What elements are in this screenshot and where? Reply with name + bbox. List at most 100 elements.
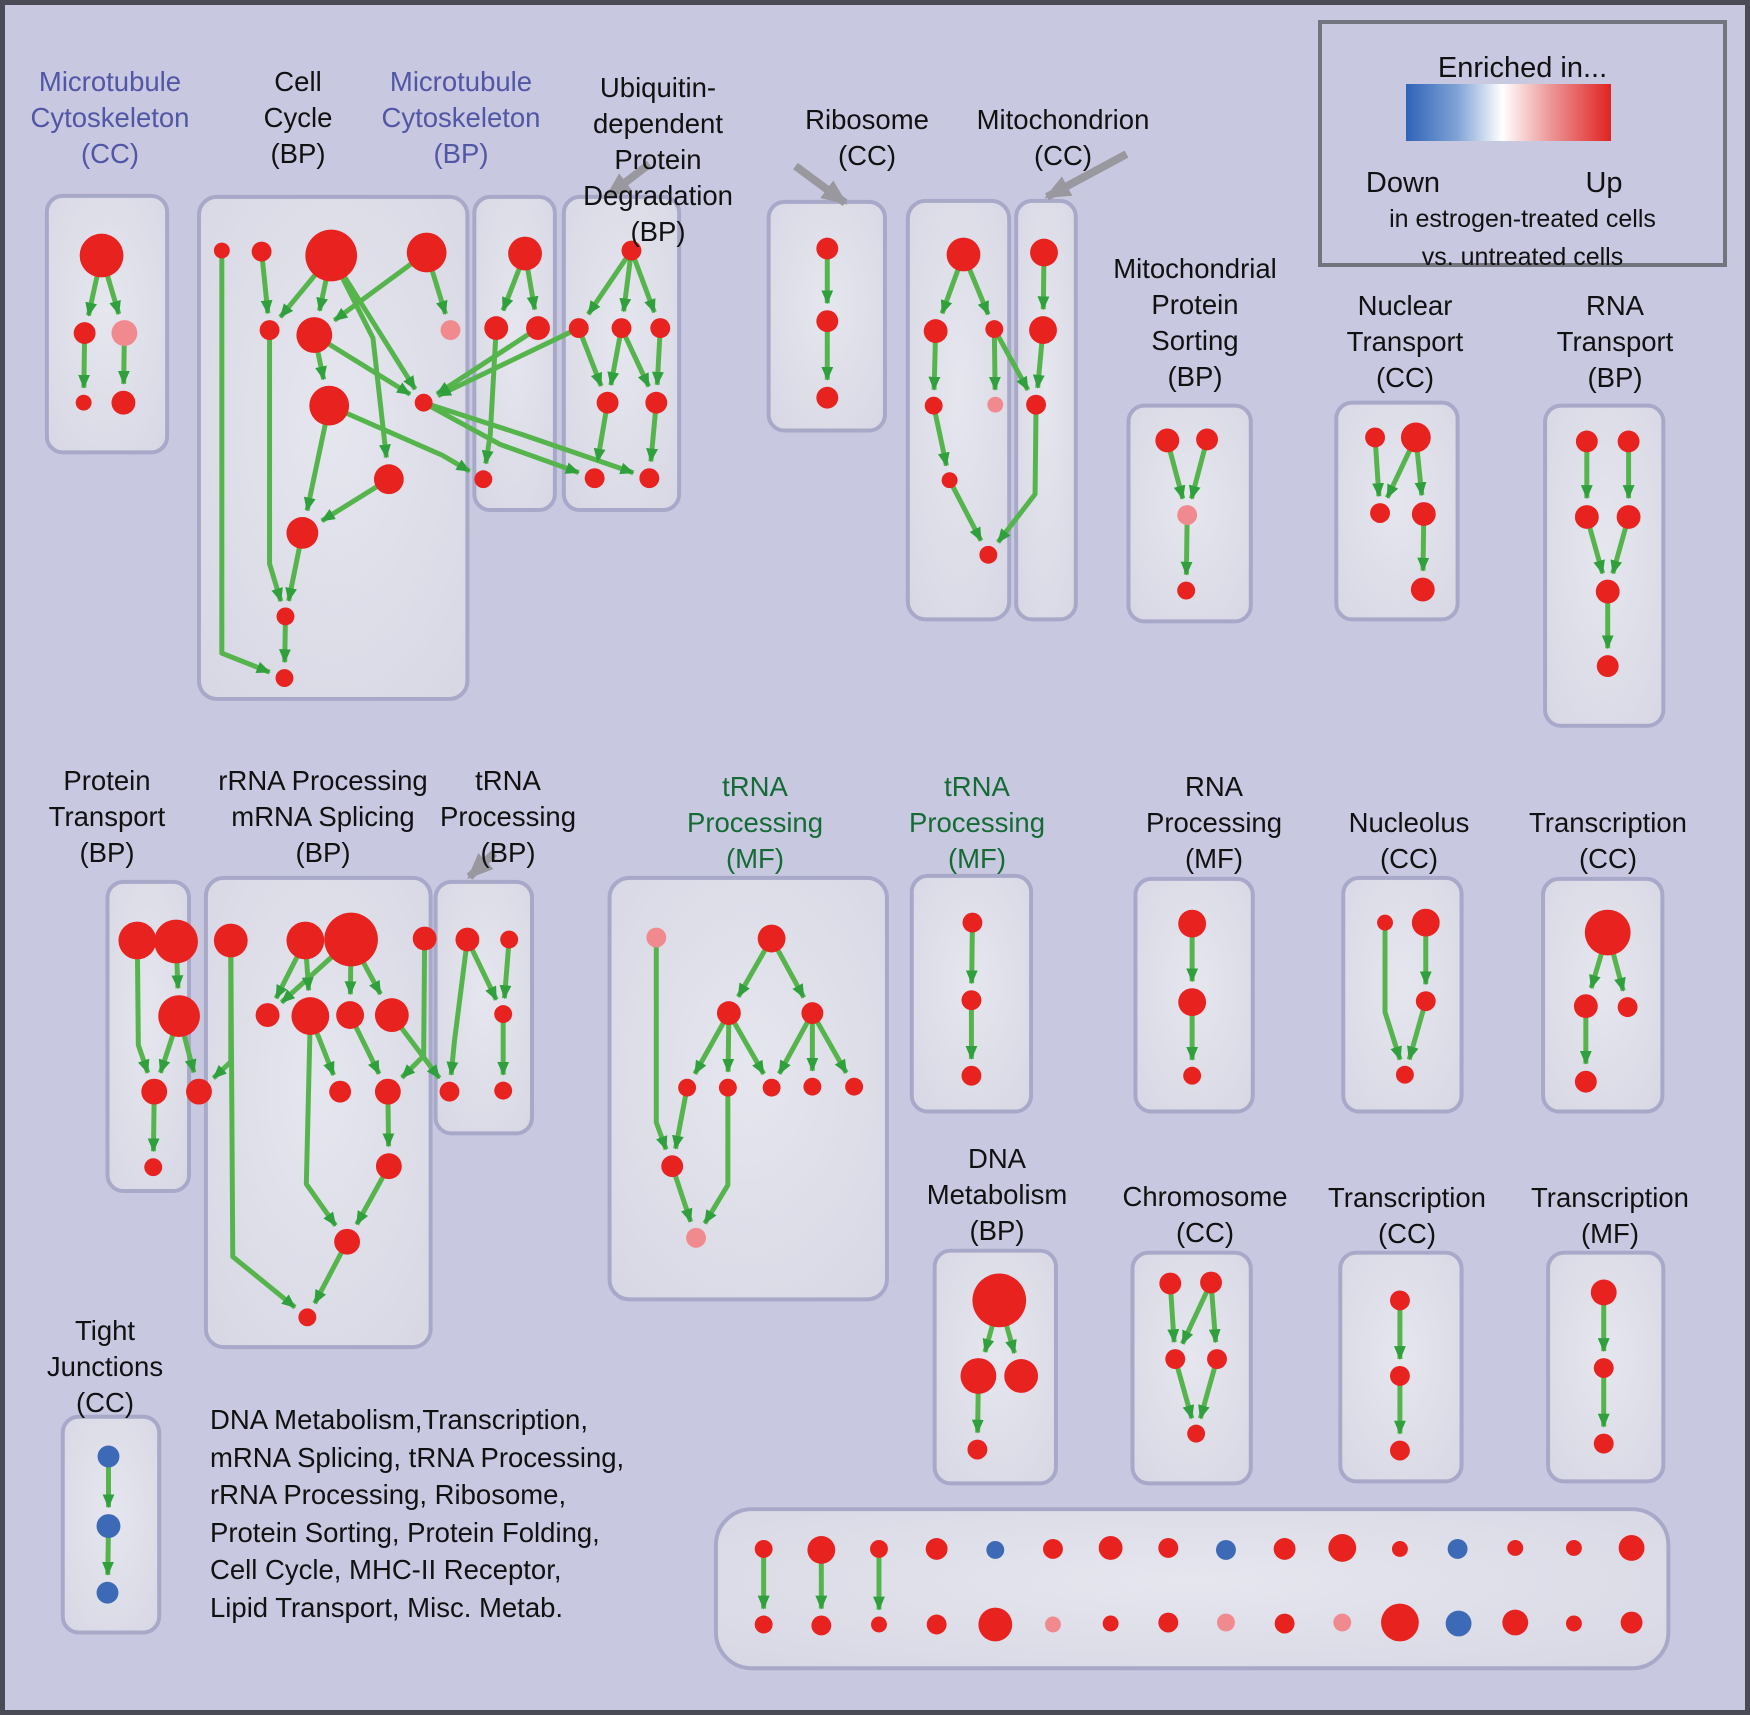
relation-arrow <box>810 1011 849 1075</box>
go-term-node <box>373 464 404 495</box>
go-term-node <box>1043 1539 1063 1559</box>
go-term-node <box>375 1153 402 1180</box>
go-term-node <box>251 241 272 262</box>
go-term-node <box>1565 1539 1582 1556</box>
legend-gradient-bar <box>1406 84 1611 141</box>
go-term-node <box>144 1158 163 1177</box>
cluster-box <box>713 1507 1671 1671</box>
relation-arrow <box>947 479 984 542</box>
go-term-node <box>925 1538 948 1560</box>
cluster-box <box>1543 403 1666 728</box>
go-term-node <box>1617 430 1640 453</box>
go-term-node <box>374 998 409 1032</box>
relation-arrow <box>329 254 418 391</box>
cluster-box <box>1130 1250 1253 1486</box>
go-term-node <box>1584 909 1631 956</box>
go-term-node <box>111 320 138 346</box>
go-term-node <box>987 396 1004 413</box>
relation-arrow <box>988 329 1001 391</box>
go-term-node <box>336 1001 364 1029</box>
relation-arrow <box>134 940 151 1074</box>
go-term-node <box>961 990 982 1011</box>
go-term-node <box>1391 1540 1408 1557</box>
relation-arrow <box>777 1011 815 1075</box>
go-term-node <box>286 516 319 549</box>
relation-arrow <box>267 330 284 603</box>
go-term-node <box>1447 1539 1468 1559</box>
relation-arrow <box>931 405 950 467</box>
go-term-node <box>611 318 632 339</box>
cluster-box <box>1541 876 1665 1114</box>
go-term-node <box>962 912 983 933</box>
go-term-node <box>1216 1539 1236 1560</box>
go-term-node <box>286 921 325 960</box>
go-term-node <box>1618 1535 1645 1561</box>
relation-arrow <box>435 326 540 397</box>
go-term-node <box>941 472 958 489</box>
go-term-node <box>870 1539 888 1558</box>
relation-arrow <box>996 404 1039 544</box>
go-term-node <box>1365 427 1386 448</box>
go-term-node <box>484 316 509 341</box>
network-canvas <box>44 150 1671 1671</box>
relation-arrow <box>303 1016 338 1227</box>
go-term-node <box>1590 1279 1617 1306</box>
go-term-node <box>141 1078 168 1105</box>
go-term-node <box>1595 579 1620 604</box>
go-term-node <box>1381 1603 1419 1642</box>
go-term-node <box>305 229 358 282</box>
go-term-node <box>1377 914 1393 931</box>
cluster-box <box>472 194 557 513</box>
go-term-node <box>650 318 671 339</box>
go-term-node <box>946 237 981 272</box>
relation-arrow <box>219 250 271 675</box>
go-term-node <box>816 386 839 409</box>
go-term-node <box>716 1001 741 1026</box>
cluster-box <box>561 194 682 513</box>
relation-arrow <box>1198 1358 1220 1420</box>
go-term-node <box>500 930 519 949</box>
label-pointer-arrow <box>793 162 848 207</box>
go-term-node <box>1620 1611 1643 1634</box>
go-term-node <box>1187 1424 1206 1443</box>
go-term-node <box>1029 316 1057 345</box>
legend-title: Enriched in... <box>1437 52 1608 84</box>
go-term-node <box>584 468 605 489</box>
go-term-node <box>1596 655 1619 678</box>
relation-arrow <box>1406 1000 1429 1061</box>
legend-down-label: Down <box>1365 167 1441 199</box>
go-term-node <box>568 318 589 339</box>
go-term-node <box>412 926 437 951</box>
go-term-node <box>1565 1615 1582 1632</box>
relation-arrow <box>1180 514 1193 576</box>
go-term-node <box>811 1615 832 1636</box>
relation-arrow <box>672 1087 690 1150</box>
go-term-node <box>255 1003 280 1028</box>
label-pointer-arrow <box>1044 150 1129 201</box>
go-term-node <box>871 1616 887 1633</box>
label-pointer-arrow <box>466 850 497 880</box>
relation-arrow <box>629 249 657 314</box>
relation-arrow <box>702 1087 731 1225</box>
go-term-node <box>646 927 667 948</box>
relation-arrow <box>992 327 1031 392</box>
go-term-node <box>985 320 1004 339</box>
go-term-node <box>926 1614 947 1635</box>
go-term-node <box>158 995 200 1037</box>
go-term-node <box>596 391 619 414</box>
go-term-node <box>621 240 642 261</box>
go-term-node <box>961 1065 982 1086</box>
go-term-node <box>494 1005 513 1024</box>
go-term-node <box>1410 577 1435 602</box>
go-term-node <box>324 912 378 967</box>
go-term-node <box>645 391 668 414</box>
go-term-node <box>801 1002 824 1025</box>
go-term-node <box>1196 428 1218 451</box>
go-term-node <box>75 394 92 411</box>
go-term-node <box>1274 1613 1295 1634</box>
go-term-node <box>1030 238 1058 267</box>
go-term-node <box>213 242 230 259</box>
go-term-node <box>73 322 96 345</box>
go-term-node <box>296 317 333 353</box>
